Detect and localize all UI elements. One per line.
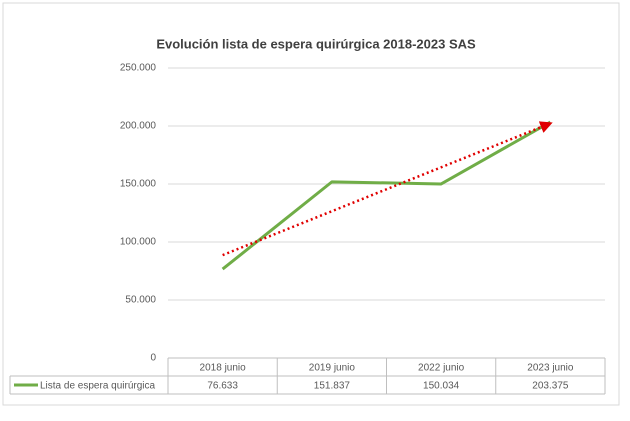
data-table-value: 150.034 — [423, 381, 460, 392]
data-table-value: 203.375 — [532, 381, 569, 392]
x-tick-label: 2018 junio — [200, 363, 247, 374]
series-line — [221, 120, 552, 271]
x-tick-label: 2019 junio — [309, 363, 356, 374]
y-tick-label: 0 — [150, 353, 156, 364]
x-tick-label: 2023 junio — [527, 363, 574, 374]
data-table-value: 76.633 — [207, 381, 238, 392]
y-tick-label: 200.000 — [120, 121, 157, 132]
legend-label: Lista de espera quirúrgica — [40, 381, 156, 392]
y-tick-label: 250.000 — [120, 63, 157, 74]
y-tick-label: 50.000 — [125, 295, 156, 306]
chart-frame — [2, 2, 620, 406]
chart-title: Evolución lista de espera quirúrgica 201… — [156, 36, 476, 51]
trendline — [222, 121, 553, 257]
data-table-value: 151.837 — [314, 381, 351, 392]
y-tick-label: 150.000 — [120, 179, 157, 190]
x-tick-label: 2022 junio — [418, 363, 465, 374]
y-tick-label: 100.000 — [120, 237, 157, 248]
